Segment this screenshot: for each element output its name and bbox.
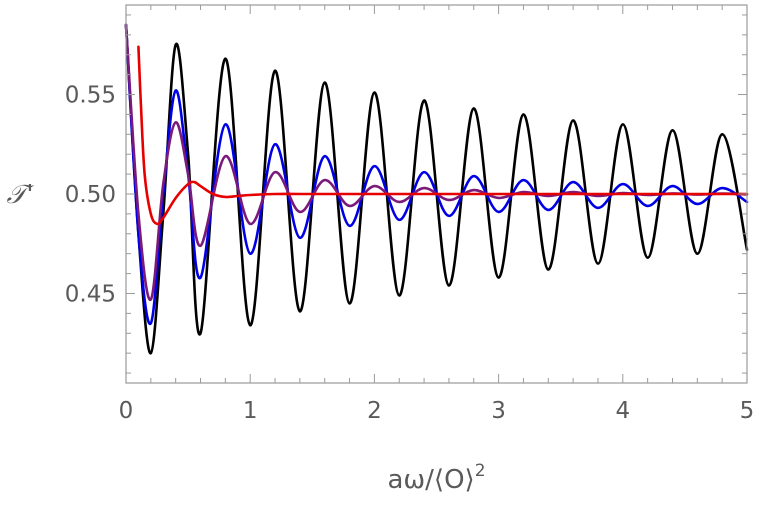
x-axis-title-superscript: 2: [475, 461, 486, 481]
x-tick-label: 4: [615, 398, 630, 424]
series-layer: [124, 23, 749, 355]
x-tick-label: 2: [367, 398, 382, 424]
series-line-3: [124, 23, 749, 301]
x-tick-label: 5: [740, 398, 755, 424]
x-tick-label: 0: [119, 398, 134, 424]
series-line-4: [137, 45, 749, 226]
label-layer: 0 1 2 3 4 5 0.45 0.50 0.55: [65, 83, 755, 424]
tick-layer: [125, 5, 748, 383]
y-tick-label: 0.50: [65, 182, 116, 208]
y-axis-title: 𝒯': [6, 180, 34, 210]
y-tick-label: 0.45: [65, 281, 116, 307]
x-axis-title: aω/⟨O⟩2: [387, 461, 485, 495]
x-tick-label: 3: [491, 398, 506, 424]
x-tick-label: 1: [243, 398, 258, 424]
series-line-1: [124, 23, 749, 355]
y-tick-label: 0.55: [65, 83, 116, 109]
x-axis-title-main: aω/⟨O⟩: [387, 465, 474, 495]
